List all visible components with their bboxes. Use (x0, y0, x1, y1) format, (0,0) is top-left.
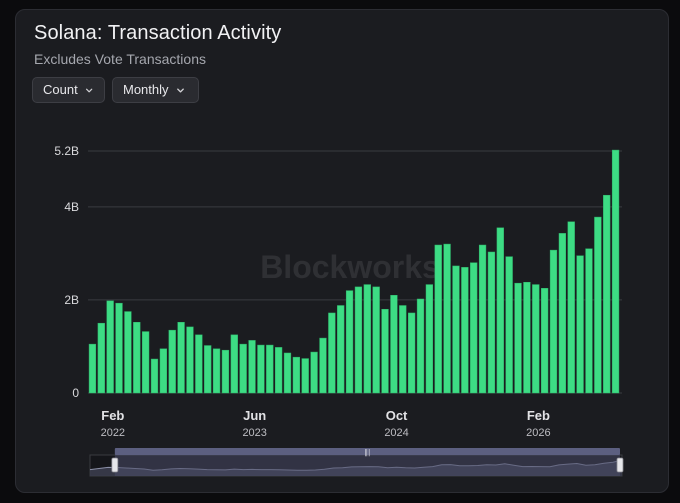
bar[interactable] (558, 233, 566, 394)
bar[interactable] (381, 308, 389, 394)
bar[interactable] (585, 248, 593, 394)
y-tick-label: 4B (64, 200, 79, 214)
bar[interactable] (310, 351, 318, 394)
watermark: Blockworks (260, 249, 440, 285)
bar[interactable] (159, 348, 167, 394)
bars (88, 149, 620, 394)
bar[interactable] (177, 322, 185, 394)
navigator-handle[interactable] (616, 457, 624, 473)
bar[interactable] (319, 337, 327, 394)
navigator-handle[interactable] (111, 457, 119, 473)
navigator-scrollbar[interactable] (114, 448, 621, 455)
bar[interactable] (195, 334, 203, 394)
x-axis-tick-labels: Feb 2022 Jun 2023 Oct 2024 Feb 2026 (101, 408, 551, 439)
bar[interactable] (541, 288, 549, 394)
bar[interactable] (478, 244, 487, 394)
bar[interactable] (603, 194, 611, 394)
bar[interactable] (328, 312, 336, 394)
bar[interactable] (443, 243, 451, 394)
bar[interactable] (150, 358, 159, 394)
x-tick-year: 2026 (526, 427, 550, 439)
bar[interactable] (399, 305, 407, 394)
bar[interactable] (168, 329, 176, 394)
bar[interactable] (204, 345, 212, 394)
bar[interactable] (576, 255, 584, 394)
bar[interactable] (186, 326, 194, 394)
interval-dropdown-label: Monthly (123, 82, 169, 97)
bar[interactable] (337, 305, 345, 394)
bar[interactable] (434, 244, 442, 394)
x-tick-month: Feb (101, 408, 124, 423)
bar[interactable] (133, 322, 141, 394)
bar[interactable] (212, 348, 221, 394)
bar[interactable] (372, 286, 380, 394)
bar[interactable] (487, 251, 496, 394)
bar[interactable] (266, 344, 274, 394)
bar[interactable] (283, 352, 292, 394)
x-tick-month: Jun (243, 408, 266, 423)
metric-dropdown-label: Count (43, 82, 78, 97)
x-tick-year: 2023 (242, 427, 266, 439)
range-navigator[interactable]: ‖| (89, 448, 624, 477)
page-title: Solana: Transaction Activity (34, 22, 282, 44)
bar[interactable] (230, 334, 238, 394)
x-tick-month: Oct (386, 408, 408, 423)
bar[interactable] (611, 149, 620, 394)
chevron-down-icon (176, 87, 184, 93)
bar[interactable] (514, 282, 522, 394)
bar[interactable] (416, 298, 425, 394)
y-axis-tick-labels: 0 2B 4B 5.2B (54, 144, 79, 400)
bar[interactable] (452, 265, 460, 394)
bar[interactable] (142, 331, 150, 394)
bar[interactable] (97, 322, 105, 394)
bar[interactable] (275, 347, 283, 394)
bar[interactable] (567, 221, 575, 394)
bar[interactable] (301, 358, 309, 394)
bar[interactable] (354, 286, 363, 394)
scrollbar-grip-icon[interactable]: ‖| (364, 449, 370, 457)
bar[interactable] (292, 356, 300, 394)
bar[interactable] (248, 340, 256, 394)
bar[interactable] (425, 284, 433, 394)
bar[interactable] (505, 256, 513, 394)
bar[interactable] (594, 216, 602, 394)
bar[interactable] (257, 344, 265, 394)
bar[interactable] (549, 249, 558, 394)
bar[interactable] (532, 284, 540, 394)
bar[interactable] (221, 349, 230, 394)
y-tick-label: 0 (72, 386, 79, 400)
bar[interactable] (408, 312, 416, 394)
x-tick-month: Feb (527, 408, 550, 423)
bar[interactable] (461, 267, 469, 394)
x-tick-year: 2022 (101, 427, 125, 439)
bar[interactable] (523, 281, 531, 394)
navigator-selection[interactable] (114, 455, 621, 476)
y-tick-label: 2B (64, 293, 79, 307)
bar[interactable] (345, 290, 354, 394)
bar[interactable] (88, 343, 97, 394)
bar[interactable] (496, 227, 504, 394)
page-subtitle: Excludes Vote Transactions (34, 51, 206, 67)
bar[interactable] (115, 302, 123, 394)
interval-dropdown[interactable]: Monthly (112, 77, 199, 103)
bar[interactable] (124, 311, 132, 394)
bar[interactable] (470, 262, 478, 394)
bar[interactable] (390, 295, 398, 394)
bar[interactable] (106, 300, 114, 394)
bar[interactable] (239, 343, 247, 394)
chevron-down-icon (85, 88, 93, 92)
y-tick-label: 5.2B (54, 144, 79, 158)
bar[interactable] (363, 284, 371, 394)
x-tick-year: 2024 (384, 427, 408, 439)
metric-dropdown[interactable]: Count (32, 77, 105, 103)
